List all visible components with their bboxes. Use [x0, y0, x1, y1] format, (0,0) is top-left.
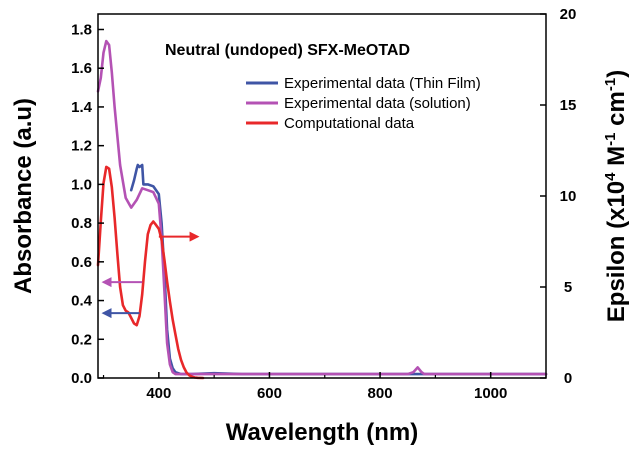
x-axis-ticks: 400 600 800 1000	[102, 372, 547, 402]
y-tick-label: 0.2	[71, 331, 92, 348]
series-line-2	[96, 165, 205, 380]
legend-label: Computational data	[284, 115, 415, 132]
y-tick-label: 1.2	[71, 138, 92, 155]
y2-title-part: cm	[603, 91, 630, 132]
y2-title-part: M	[603, 146, 630, 173]
y-tick-label: 0.0	[71, 370, 92, 387]
x-tick-label: 600	[257, 385, 282, 402]
x-tick-label: 800	[368, 385, 393, 402]
y2-title-sup: -1	[602, 132, 619, 145]
y2-title-part: Epsilon (x10	[603, 181, 630, 322]
plot-lines	[96, 39, 548, 380]
y-axis-ticks: 0.0 0.2 0.4 0.6 0.8 1.0 1.2 1.4 1.6 1.8	[71, 21, 104, 387]
annotation-arrows	[101, 231, 200, 319]
y2-axis-ticks: 0 5 10 15 20	[540, 6, 576, 387]
y2-tick-label: 10	[560, 188, 577, 205]
y-tick-label: 0.6	[71, 254, 92, 271]
y2-title-part: )	[603, 70, 630, 78]
y2-title-sup: 4	[602, 172, 619, 181]
x-tick-label: 400	[146, 385, 171, 402]
legend: Experimental data (Thin Film) Experimenta…	[246, 75, 481, 132]
series-line-1	[96, 39, 548, 376]
y-tick-label: 1.0	[71, 176, 92, 193]
legend-label: Experimental data (solution)	[284, 95, 471, 112]
y2-tick-label: 20	[560, 6, 577, 23]
y2-tick-label: 15	[560, 97, 577, 114]
y-tick-label: 0.8	[71, 215, 92, 232]
y-tick-label: 1.8	[71, 21, 92, 38]
x-tick-label: 1000	[474, 385, 507, 402]
legend-label: Experimental data (Thin Film)	[284, 75, 481, 92]
series-line-0	[129, 163, 548, 376]
y2-axis-title: Epsilon (x104 M-1 cm-1)	[602, 70, 630, 322]
y-tick-label: 1.4	[71, 99, 93, 116]
chart-title: Neutral (undoped) SFX-MeOTAD	[165, 42, 410, 59]
x-axis-title: Wavelength (nm)	[226, 419, 418, 446]
y-tick-label: 1.6	[71, 60, 92, 77]
y2-title-sup: -1	[602, 78, 619, 91]
y2-tick-label: 0	[564, 370, 572, 387]
y-tick-label: 0.4	[71, 293, 93, 310]
y-axis-title: Absorbance (a.u)	[10, 98, 37, 294]
y2-tick-label: 5	[564, 279, 572, 296]
